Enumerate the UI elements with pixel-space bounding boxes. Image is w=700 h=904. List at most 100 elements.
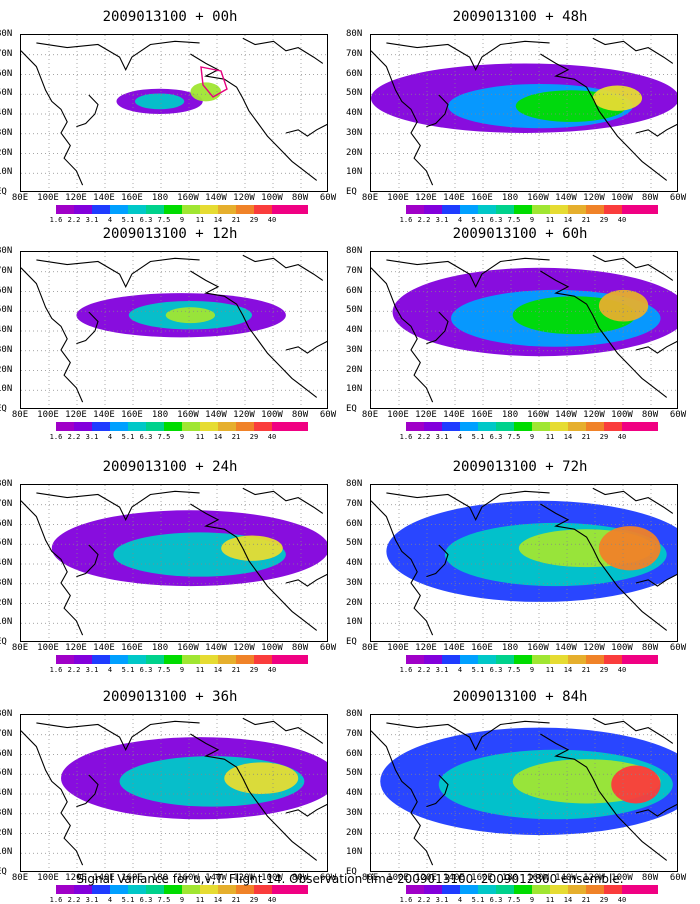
colorbar-level-label: 1.6 bbox=[399, 216, 413, 224]
coastline bbox=[242, 487, 324, 514]
latitude-label: 80N bbox=[346, 479, 363, 489]
coastline bbox=[190, 270, 318, 398]
map-canvas bbox=[371, 715, 677, 871]
panel-title: 2009013100 + 60h bbox=[452, 226, 588, 242]
colorbar-level-label: 3.1 bbox=[435, 896, 449, 904]
latitude-label: 60N bbox=[346, 748, 363, 759]
colorbar-level-label: 11 bbox=[545, 666, 555, 674]
colorbar-swatch bbox=[532, 422, 550, 431]
colorbar-level-label: 11 bbox=[545, 216, 555, 224]
coastline bbox=[21, 50, 84, 186]
colorbar-level-label: 21 bbox=[231, 216, 241, 224]
colorbar-level-label: 11 bbox=[195, 666, 205, 674]
variance-map bbox=[20, 484, 328, 642]
latitude-label: 80N bbox=[346, 709, 363, 719]
map-canvas bbox=[371, 485, 677, 641]
coastline bbox=[540, 733, 668, 861]
colorbar-level-label: 11 bbox=[195, 896, 205, 904]
colorbar-swatch bbox=[496, 885, 514, 894]
colorbar-level-label: 7.5 bbox=[157, 433, 171, 441]
colorbar-swatch bbox=[424, 655, 442, 664]
colorbar-swatch bbox=[640, 655, 658, 664]
colorbar-level-label: 4 bbox=[107, 666, 113, 674]
colorbar bbox=[406, 885, 658, 894]
longitude-label: 80W bbox=[291, 873, 309, 883]
colorbar-swatch bbox=[514, 655, 532, 664]
latitude-label: 50N bbox=[346, 768, 363, 779]
coastline bbox=[285, 803, 327, 817]
colorbar bbox=[56, 422, 308, 431]
longitude-label: 100E bbox=[37, 410, 59, 420]
latitude-label: 20N bbox=[0, 364, 13, 375]
coastline bbox=[242, 37, 324, 64]
colorbar-level-label: 11 bbox=[545, 433, 555, 441]
colorbar-swatch bbox=[622, 885, 640, 894]
colorbar-swatch bbox=[128, 655, 146, 664]
longitude-label: 80E bbox=[11, 410, 29, 420]
latitude-label: 70N bbox=[0, 48, 13, 59]
colorbar bbox=[406, 655, 658, 664]
panel-title: 2009013100 + 48h bbox=[452, 9, 588, 25]
colorbar-swatch bbox=[442, 422, 460, 431]
colorbar-level-label: 14 bbox=[213, 896, 223, 904]
longitude-label: 160E bbox=[121, 643, 143, 653]
colorbar-swatch bbox=[640, 422, 658, 431]
colorbar-level-label: 21 bbox=[231, 433, 241, 441]
longitude-label: 60W bbox=[319, 873, 337, 883]
colorbar-level-label: 2.2 bbox=[67, 666, 81, 674]
colorbar-level-label: 21 bbox=[581, 433, 591, 441]
colorbar-level-label: 1.6 bbox=[49, 666, 63, 674]
longitude-label: 160E bbox=[471, 410, 493, 420]
colorbar-level-label: 11 bbox=[195, 216, 205, 224]
latitude-label: EQ bbox=[0, 867, 7, 877]
variance-map bbox=[20, 251, 328, 409]
longitude-label: 160W bbox=[177, 193, 199, 203]
latitude-label: 80N bbox=[0, 246, 13, 256]
latitude-label: 70N bbox=[0, 728, 13, 739]
colorbar-swatch bbox=[56, 422, 74, 431]
colorbar-level-label: 29 bbox=[249, 216, 259, 224]
coastline bbox=[426, 94, 449, 128]
latitude-label: 60N bbox=[346, 518, 363, 529]
coastline bbox=[386, 720, 550, 752]
longitude-label: 120E bbox=[65, 643, 87, 653]
colorbar-level-label: 29 bbox=[249, 666, 259, 674]
colorbar-level-label: 40 bbox=[267, 216, 277, 224]
latitude-label: 40N bbox=[346, 788, 363, 798]
colorbar-level-label: 6.3 bbox=[489, 216, 503, 224]
colorbar-swatch bbox=[236, 205, 254, 214]
map-canvas bbox=[21, 715, 327, 871]
panel-title: 2009013100 + 72h bbox=[452, 459, 588, 475]
colorbar-level-label: 3.1 bbox=[85, 896, 99, 904]
latitude-label: 30N bbox=[346, 577, 363, 588]
colorbar-swatch bbox=[128, 885, 146, 894]
colorbar-level-label: 2.2 bbox=[67, 216, 81, 224]
colorbar-level-label: 7.5 bbox=[507, 896, 521, 904]
colorbar-swatch bbox=[290, 205, 308, 214]
colorbar-swatch bbox=[550, 885, 568, 894]
variance-contour bbox=[611, 765, 661, 804]
latitude-label: 70N bbox=[346, 265, 363, 276]
colorbar-level-label: 7.5 bbox=[157, 666, 171, 674]
colorbar-swatch bbox=[442, 655, 460, 664]
map-canvas bbox=[21, 35, 327, 191]
latitude-label: 30N bbox=[0, 127, 13, 138]
coastline bbox=[36, 490, 200, 522]
panel-title: 2009013100 + 84h bbox=[452, 689, 588, 705]
coastline bbox=[426, 544, 449, 578]
variance-map bbox=[20, 714, 328, 872]
colorbar-level-label: 7.5 bbox=[507, 666, 521, 674]
colorbar-swatch bbox=[146, 205, 164, 214]
latitude-label: 50N bbox=[346, 538, 363, 549]
colorbar-level-label: 4 bbox=[107, 216, 113, 224]
map-panel-60h: 2009013100 + 60h 80N 70N 60N 50N 40N 30N 20N 10N… bbox=[346, 225, 690, 441]
latitude-label: 20N bbox=[346, 827, 363, 838]
variance-contour bbox=[134, 93, 185, 110]
longitude-label: 100W bbox=[261, 643, 283, 653]
colorbar-swatch bbox=[200, 655, 218, 664]
colorbar-level-label: 21 bbox=[581, 666, 591, 674]
colorbar-swatch bbox=[110, 655, 128, 664]
colorbar-level-label: 5.1 bbox=[471, 433, 485, 441]
colorbar-level-label: 5.1 bbox=[121, 896, 135, 904]
longitude-label: 100W bbox=[611, 643, 633, 653]
